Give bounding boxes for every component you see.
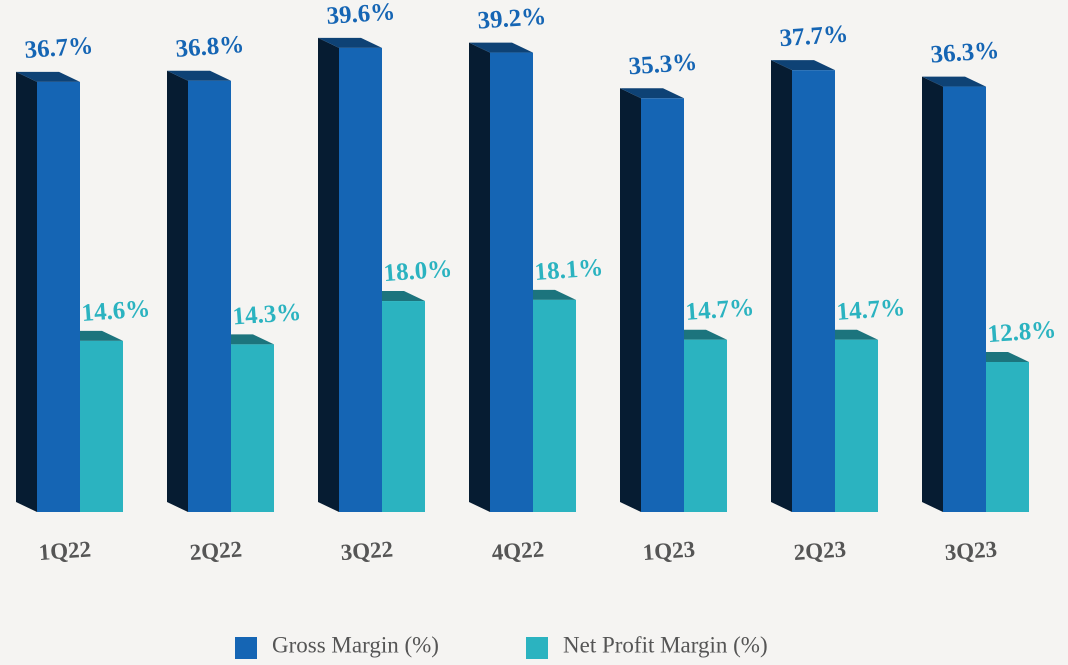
value-label: 39.6% xyxy=(326,0,396,30)
bar-front xyxy=(339,47,382,512)
bar-front xyxy=(231,344,274,512)
bar-front xyxy=(943,86,986,513)
bar-top xyxy=(16,71,80,82)
bar-front xyxy=(684,339,727,512)
legend-swatch xyxy=(235,637,257,659)
bar-front xyxy=(792,70,835,512)
bar-side xyxy=(771,60,792,512)
bar-side xyxy=(16,71,37,512)
bar xyxy=(469,42,533,513)
value-label: 12.8% xyxy=(987,316,1057,348)
bar xyxy=(167,70,231,512)
bar xyxy=(922,76,986,513)
bar-top xyxy=(771,60,835,71)
bar-front xyxy=(80,340,123,512)
value-label: 14.7% xyxy=(685,294,755,326)
bar-top xyxy=(318,37,382,48)
value-label: 36.3% xyxy=(930,37,1000,69)
bar-front xyxy=(641,98,684,512)
bar-front xyxy=(382,301,425,512)
value-label: 36.8% xyxy=(175,31,245,63)
value-label: 18.1% xyxy=(534,254,604,286)
value-label: 35.3% xyxy=(628,49,698,81)
bar-top xyxy=(922,76,986,87)
value-label: 18.0% xyxy=(383,255,453,287)
value-label: 14.3% xyxy=(232,299,302,331)
bar-top xyxy=(469,42,533,53)
x-tick-label: 3Q23 xyxy=(944,536,998,565)
bar-side xyxy=(469,42,490,513)
bar-front xyxy=(835,339,878,512)
bar-top xyxy=(620,88,684,99)
x-tick-label: 2Q22 xyxy=(189,536,243,565)
bar-front xyxy=(188,80,231,512)
bar-side xyxy=(167,70,188,512)
legend-label: Net Profit Margin (%) xyxy=(563,632,768,657)
bar xyxy=(16,71,80,512)
legend-swatch xyxy=(526,637,548,659)
x-tick-label: 2Q23 xyxy=(793,536,847,565)
bar xyxy=(771,60,835,512)
bar-top xyxy=(167,70,231,81)
bar xyxy=(620,88,684,512)
legend-label: Gross Margin (%) xyxy=(272,632,439,657)
x-tick-label: 1Q23 xyxy=(642,536,696,565)
bar-side xyxy=(922,76,943,513)
bar-front xyxy=(533,299,576,512)
value-label: 37.7% xyxy=(779,21,849,53)
bar-front xyxy=(490,52,533,513)
bar xyxy=(318,37,382,512)
bar-front xyxy=(37,81,80,512)
bar-side xyxy=(620,88,641,512)
x-tick-label: 1Q22 xyxy=(38,536,92,565)
x-tick-label: 3Q22 xyxy=(340,536,394,565)
bar-front xyxy=(986,361,1029,512)
value-label: 39.2% xyxy=(477,3,547,35)
x-tick-label: 4Q22 xyxy=(491,536,545,565)
value-label: 14.7% xyxy=(836,294,906,326)
value-label: 36.7% xyxy=(24,32,94,64)
value-label: 14.6% xyxy=(81,295,151,327)
bar-side xyxy=(318,37,339,512)
